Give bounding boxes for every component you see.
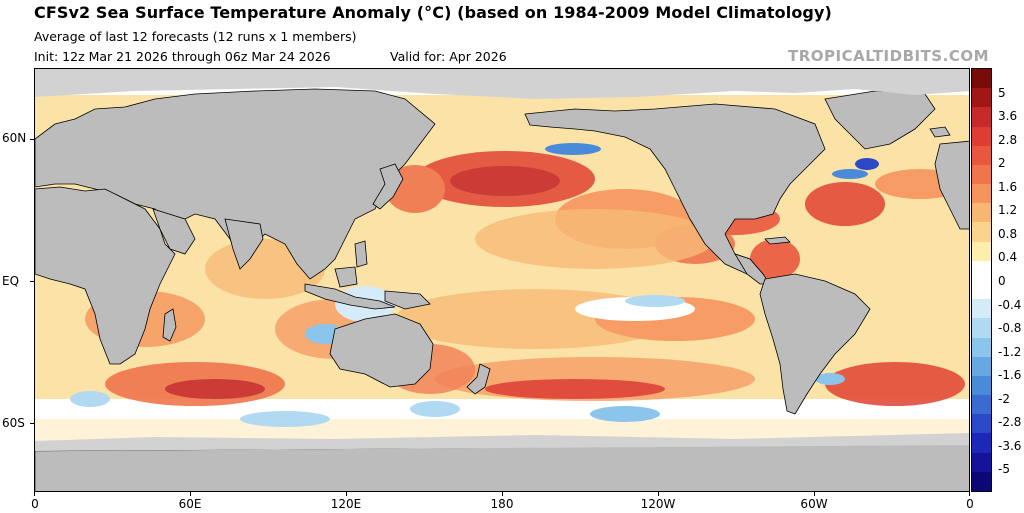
colorbar-label: -1.2: [998, 344, 1022, 359]
lon-label-180: 180: [490, 497, 514, 511]
colorbar-label: 1.2: [998, 203, 1018, 218]
lon-tick: [190, 492, 191, 496]
colorbar-label: 0.8: [998, 226, 1018, 241]
iceland: [929, 126, 951, 138]
lon-label-120w: 120W: [640, 497, 676, 511]
colorbar-segment: [972, 471, 991, 492]
lon-label-0: 0: [31, 497, 39, 511]
india: [224, 218, 264, 270]
lon-tick: [346, 492, 347, 496]
subtitle: Average of last 12 forecasts (12 runs x …: [34, 29, 357, 44]
colorbar-label: -0.8: [998, 321, 1022, 336]
south-america: [759, 273, 871, 415]
colorbar-segment: [972, 337, 991, 358]
arctic-ice: [35, 69, 969, 99]
colorbar-segment: [972, 69, 991, 89]
lon-label-0-east: 0: [966, 497, 974, 511]
cuba: [764, 236, 791, 245]
colorbar-segment: [972, 299, 991, 319]
antarctica: [35, 443, 969, 491]
borneo: [334, 266, 358, 288]
colorbar-segment: [972, 395, 991, 415]
colorbar-segment: [972, 145, 991, 166]
init-time: Init: 12z Mar 21 2026 through 06z Mar 24…: [34, 49, 331, 64]
colorbar-label: 0.4: [998, 250, 1018, 265]
map-canvas: [35, 69, 969, 491]
brand-watermark: TROPICALTIDBITS.COM: [788, 47, 989, 65]
valid-time: Valid for: Apr 2026: [390, 49, 507, 64]
colorbar-label: 5: [998, 85, 1006, 100]
lat-tick: [30, 281, 34, 282]
lon-label-120e: 120E: [330, 497, 362, 511]
colorbar-segment: [972, 164, 991, 185]
colorbar-segment: [972, 452, 991, 473]
lon-tick: [814, 492, 815, 496]
colorbar-label: 2: [998, 156, 1006, 171]
southern-ice: [35, 433, 969, 451]
madagascar: [162, 308, 177, 342]
colorbar-segment: [972, 126, 991, 147]
lat-label-60n: 60N: [2, 131, 27, 145]
colorbar: [971, 68, 992, 492]
africa: [35, 186, 176, 365]
colorbar-segment: [972, 184, 991, 204]
lat-label-60s: 60S: [2, 416, 25, 430]
colorbar-segment: [972, 433, 991, 454]
colorbar-segment: [972, 203, 991, 223]
colorbar-segment: [972, 356, 991, 377]
colorbar-label: -3.6: [998, 438, 1022, 453]
lon-label-60e: 60E: [178, 497, 202, 511]
eurasia: [35, 88, 436, 280]
landmasses: [35, 88, 969, 415]
europe-west: [934, 140, 969, 230]
colorbar-segment: [972, 318, 991, 339]
sst-anomaly-map: [34, 68, 970, 492]
indonesia: [304, 283, 396, 310]
colorbar-segment: [972, 241, 991, 262]
new-zealand: [466, 363, 491, 395]
lon-tick: [34, 492, 35, 496]
colorbar-segment: [972, 280, 991, 300]
colorbar-segment: [972, 88, 991, 108]
lon-tick: [502, 492, 503, 496]
japan: [372, 163, 404, 210]
lat-label-eq: EQ: [2, 274, 20, 288]
colorbar-segment: [972, 414, 991, 434]
colorbar-label: 1.6: [998, 179, 1018, 194]
lon-tick: [969, 492, 970, 496]
new-guinea: [384, 290, 431, 310]
colorbar-segment: [972, 222, 991, 243]
colorbar-label: 0: [998, 274, 1006, 288]
australia: [329, 313, 434, 388]
colorbar-label: -2.8: [998, 415, 1022, 430]
colorbar-segment: [972, 375, 991, 396]
colorbar-segment: [972, 260, 991, 281]
colorbar-label: -2: [998, 391, 1010, 406]
lon-label-60w: 60W: [800, 497, 828, 511]
philippines: [354, 240, 368, 268]
colorbar-label: 3.6: [998, 109, 1018, 124]
colorbar-label: -0.4: [998, 297, 1022, 312]
chart-title: CFSv2 Sea Surface Temperature Anomaly (°…: [34, 3, 832, 22]
lat-tick: [30, 139, 34, 140]
colorbar-label: -1.6: [998, 368, 1022, 383]
colorbar-segment: [972, 107, 991, 128]
lat-tick: [30, 423, 34, 424]
lon-tick: [658, 492, 659, 496]
colorbar-label: -5: [998, 462, 1010, 477]
colorbar-label: 2.8: [998, 132, 1018, 147]
arabia: [152, 208, 196, 255]
